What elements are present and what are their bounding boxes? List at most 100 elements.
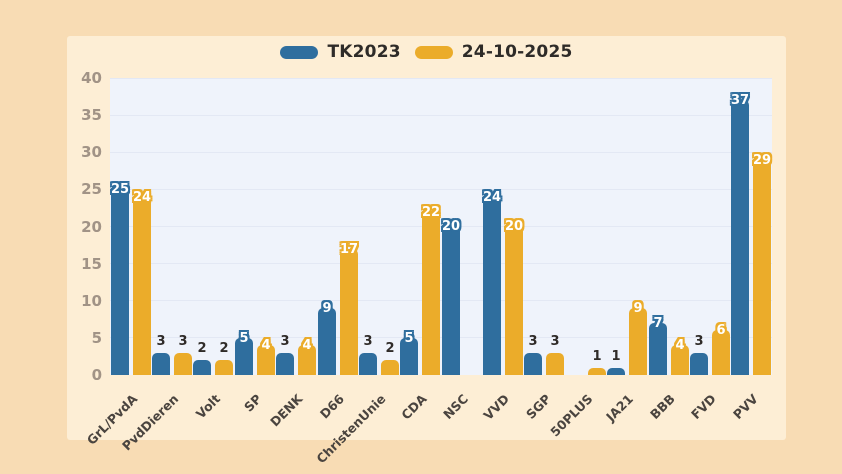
bar-24-10-2025-50plus xyxy=(588,368,606,375)
bar-tk2023-sp xyxy=(235,338,253,375)
y-tick-label-5: 5 xyxy=(91,328,102,347)
bar-value-tk2023-cda: 5 xyxy=(404,331,414,346)
bar-24-10-2025-fvd xyxy=(712,330,730,375)
x-tick-label-fvd: FVD xyxy=(688,391,720,423)
y-tick-label-0: 0 xyxy=(91,366,102,384)
bar-value-24-10-2025-pvv: 29 xyxy=(752,153,772,168)
bar-tk2023-pvv xyxy=(731,100,749,375)
bar-tk2023-grl-pvda xyxy=(111,189,129,375)
plot-area: 25 24 3 3 2 2 5 4 3 4 9 17 3 2 5 22 20 24 20 3 3 1 1 9 7 4 3 6 37 29 xyxy=(110,77,772,375)
bar-value-24-10-2025-volt: 2 xyxy=(219,341,229,356)
bar-value-24-10-2025-bbb: 4 xyxy=(675,338,685,353)
y-tick-label-10: 10 xyxy=(81,291,102,310)
bar-value-24-10-2025-sp: 4 xyxy=(261,338,271,353)
x-tick-label-50plus: 50PLUS xyxy=(546,391,596,440)
bar-value-24-10-2025-50plus: 1 xyxy=(592,349,602,364)
bar-value-24-10-2025-ja21: 9 xyxy=(633,301,643,316)
bar-tk2023-christenunie xyxy=(359,353,377,375)
bar-value-tk2023-fvd: 3 xyxy=(694,334,704,349)
bar-value-tk2023-sgp: 3 xyxy=(528,334,538,349)
bar-24-10-2025-sgp xyxy=(546,353,564,375)
bar-value-24-10-2025-christenunie: 2 xyxy=(385,341,395,356)
bar-tk2023-ja21 xyxy=(607,368,625,375)
bar-tk2023-cda xyxy=(400,338,418,375)
legend-item-24-10-2025[interactable]: 24-10-2025 xyxy=(414,42,573,62)
x-tick-label-sgp: SGP xyxy=(523,391,554,422)
gridline-5 xyxy=(110,337,772,339)
y-tick-label-25: 25 xyxy=(81,180,102,199)
x-tick-label-sp: SP xyxy=(240,391,265,415)
x-tick-label-denk: DENK xyxy=(267,391,306,430)
bar-value-tk2023-pvv: 37 xyxy=(730,93,750,108)
bar-24-10-2025-ja21 xyxy=(629,308,647,375)
gridline-35 xyxy=(110,114,772,116)
bar-value-tk2023-d66: 9 xyxy=(322,301,332,316)
bar-value-24-10-2025-fvd: 6 xyxy=(716,323,726,338)
y-tick-label-20: 20 xyxy=(81,217,102,236)
bar-tk2023-bbb xyxy=(649,323,667,375)
y-tick-label-30: 30 xyxy=(81,143,102,162)
x-tick-label-pvv: PVV xyxy=(729,391,761,422)
bar-24-10-2025-pvddieren xyxy=(174,353,192,375)
x-tick-label-bbb: BBB xyxy=(647,391,678,423)
bar-value-tk2023-pvddieren: 3 xyxy=(156,334,166,349)
bar-value-24-10-2025-grl-pvda: 24 xyxy=(132,190,152,205)
bar-value-24-10-2025-vvd: 20 xyxy=(504,219,524,234)
bar-tk2023-d66 xyxy=(318,308,336,375)
bar-24-10-2025-d66 xyxy=(340,249,358,375)
x-tick-label-ja21: JA21 xyxy=(603,391,637,425)
x-tick-label-nsc: NSC xyxy=(440,391,471,423)
gridline-15 xyxy=(110,263,772,265)
bar-tk2023-sgp xyxy=(524,353,542,375)
chart-legend: TK2023 24-10-2025 xyxy=(67,42,786,62)
bar-24-10-2025-grl-pvda xyxy=(133,197,151,375)
bar-value-tk2023-vvd: 24 xyxy=(482,190,502,205)
bar-24-10-2025-cda xyxy=(422,212,440,375)
gridline-10 xyxy=(110,300,772,302)
bar-value-tk2023-christenunie: 3 xyxy=(363,334,373,349)
bar-value-tk2023-nsc: 20 xyxy=(441,219,461,234)
y-tick-label-40: 40 xyxy=(81,69,102,87)
x-tick-label-vvd: VVD xyxy=(480,391,513,423)
bar-value-24-10-2025-d66: 17 xyxy=(339,242,359,257)
y-tick-label-35: 35 xyxy=(81,106,102,125)
gridline-30 xyxy=(110,151,772,153)
chart-panel: TK2023 24-10-2025 0 5 10 15 20 25 30 35 40 25 24 3… xyxy=(67,36,786,466)
bar-tk2023-fvd xyxy=(690,353,708,375)
legend-item-tk2023[interactable]: TK2023 xyxy=(280,42,401,62)
x-tick-label-cda: CDA xyxy=(398,391,430,423)
bar-value-tk2023-ja21: 1 xyxy=(611,349,621,364)
bar-value-tk2023-volt: 2 xyxy=(197,341,207,356)
legend-swatch-blue-icon xyxy=(280,45,319,59)
legend-label-tk2023: TK2023 xyxy=(327,42,401,62)
bar-tk2023-denk xyxy=(276,353,294,375)
bar-value-tk2023-denk: 3 xyxy=(280,334,290,349)
gridline-20 xyxy=(110,226,772,227)
y-tick-label-15: 15 xyxy=(81,254,102,273)
bar-24-10-2025-denk xyxy=(298,345,316,375)
legend-label-24-10-2025: 24-10-2025 xyxy=(461,42,573,62)
bar-value-tk2023-sp: 5 xyxy=(239,331,249,346)
gridline-40 xyxy=(110,77,772,79)
bar-tk2023-vvd xyxy=(483,197,501,375)
bar-tk2023-pvddieren xyxy=(152,353,170,375)
bar-24-10-2025-bbb xyxy=(671,345,689,375)
bar-24-10-2025-volt xyxy=(215,360,233,375)
gridline-25 xyxy=(110,188,772,190)
bar-24-10-2025-christenunie xyxy=(381,360,399,375)
x-tick-label-volt: Volt xyxy=(192,391,223,422)
bar-value-24-10-2025-pvddieren: 3 xyxy=(178,334,188,349)
bar-24-10-2025-sp xyxy=(257,345,275,375)
bar-tk2023-volt xyxy=(193,360,211,375)
x-tick-label-d66: D66 xyxy=(316,391,347,422)
bar-value-tk2023-grl-pvda: 25 xyxy=(110,182,130,197)
bar-value-tk2023-bbb: 7 xyxy=(653,316,663,331)
bar-value-24-10-2025-denk: 4 xyxy=(302,338,312,353)
bar-tk2023-nsc xyxy=(442,226,460,375)
bar-24-10-2025-pvv xyxy=(753,160,771,375)
bar-value-24-10-2025-sgp: 3 xyxy=(550,334,560,349)
bar-24-10-2025-vvd xyxy=(505,226,523,375)
legend-swatch-orange-icon xyxy=(414,45,453,59)
bar-value-24-10-2025-cda: 22 xyxy=(421,205,441,220)
